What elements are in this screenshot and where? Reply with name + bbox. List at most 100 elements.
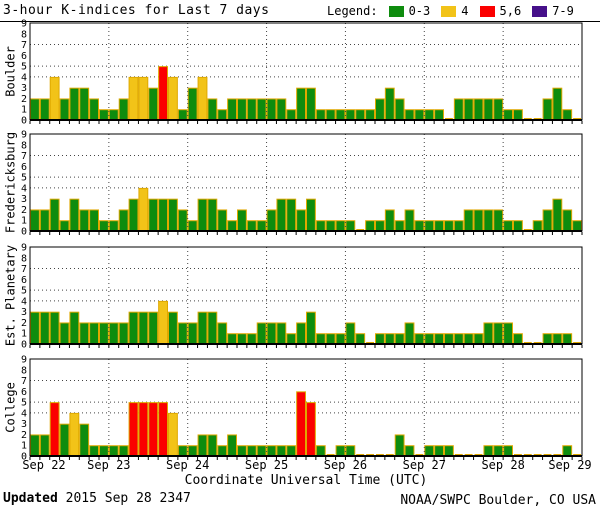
k-bar: [513, 333, 523, 345]
k-bar: [424, 220, 435, 232]
k-bar: [59, 98, 70, 120]
k-bar: [434, 109, 444, 120]
k-bar: [404, 322, 415, 345]
legend-swatch-green: [388, 5, 404, 17]
k-bar: [404, 445, 415, 457]
k-bar: [168, 198, 178, 232]
k-bar: [542, 209, 553, 231]
k-bar: [187, 322, 198, 345]
k-bar: [325, 333, 336, 345]
y-tick-label: 2: [21, 430, 27, 441]
k-bar: [187, 220, 198, 232]
k-bar: [493, 98, 504, 120]
k-bar: [503, 322, 513, 345]
k-bar: [266, 209, 277, 231]
k-bar: [39, 209, 50, 231]
k-bar: [315, 220, 326, 232]
k-bar: [315, 333, 326, 345]
legend-item-label: 7-9: [552, 4, 574, 18]
k-bar: [424, 333, 435, 345]
k-bar: [394, 434, 405, 457]
y-tick-label: 2: [21, 205, 27, 216]
k-bar: [69, 87, 80, 120]
k-bar: [345, 109, 356, 120]
k-bar: [39, 98, 50, 120]
legend-item-red: 5,6: [479, 4, 521, 18]
k-bar: [503, 109, 513, 120]
k-bar: [99, 220, 109, 232]
k-bar: [168, 76, 178, 120]
y-tick-label: 6: [21, 162, 27, 173]
k-bar: [325, 109, 336, 120]
k-bar: [493, 322, 504, 345]
k-bar: [414, 109, 425, 120]
k-bar: [177, 209, 188, 231]
k-bar: [138, 311, 149, 344]
x-tick-label: Sep 29: [548, 458, 591, 472]
k-bar: [148, 402, 159, 457]
k-bar: [108, 220, 119, 232]
k-bar: [158, 198, 168, 232]
k-bar: [108, 109, 119, 120]
x-tick-label: Sep 23: [87, 458, 130, 472]
k-bar: [296, 322, 306, 345]
k-bar: [296, 391, 306, 457]
k-bar: [69, 198, 80, 232]
legend-item-label: 4: [461, 4, 469, 18]
k-bar: [493, 445, 504, 457]
k-bar: [227, 98, 237, 120]
y-tick-label: 9: [21, 130, 27, 141]
y-tick-label: 9: [21, 355, 27, 366]
k-bar: [99, 445, 109, 457]
y-tick-label: 1: [21, 441, 27, 452]
k-bar: [128, 311, 139, 344]
k-bar: [394, 333, 405, 345]
k-bar: [306, 198, 316, 232]
y-tick-label: 4: [21, 183, 27, 194]
k-bar: [39, 434, 50, 457]
k-bar: [89, 445, 100, 457]
k-bar: [158, 66, 168, 121]
y-tick-label: 3: [21, 307, 27, 318]
k-bar: [473, 98, 484, 120]
k-bar: [434, 445, 444, 457]
k-bar: [306, 402, 316, 457]
k-bar: [335, 333, 346, 345]
k-bar: [118, 209, 129, 231]
k-bar: [69, 412, 80, 456]
y-tick-label: 3: [21, 83, 27, 94]
y-tick-label: 4: [21, 296, 27, 307]
k-bar: [414, 220, 425, 232]
k-bar: [197, 198, 208, 232]
y-tick-label: 4: [21, 408, 27, 419]
y-tick-label: 7: [21, 264, 27, 275]
k-bar: [562, 333, 573, 345]
k-bar: [503, 445, 513, 457]
y-tick-label: 7: [21, 376, 27, 387]
k-bar: [108, 445, 119, 457]
legend-item-purple: 7-9: [532, 4, 574, 18]
y-tick-label: 5: [21, 62, 27, 73]
k-bar: [99, 109, 109, 120]
k-bar: [246, 445, 257, 457]
k-bar: [177, 322, 188, 345]
y-tick-label: 0: [21, 227, 27, 238]
legend-swatch-red: [479, 5, 495, 17]
y-tick-label: 8: [21, 365, 27, 376]
y-tick-label: 0: [21, 452, 27, 463]
k-bar: [59, 322, 70, 345]
k-bar: [207, 311, 218, 344]
k-bar: [237, 98, 247, 120]
y-tick-label: 0: [21, 340, 27, 351]
k-bar: [59, 423, 70, 456]
legend-swatch-yellow: [441, 5, 457, 17]
y-tick-label: 3: [21, 194, 27, 205]
k-bar: [345, 220, 356, 232]
k-bar: [138, 76, 149, 120]
k-bar: [256, 322, 267, 345]
k-bar: [246, 98, 257, 120]
k-bar: [168, 412, 178, 456]
k-bar: [30, 98, 40, 120]
k-bar: [197, 311, 208, 344]
k-bar: [483, 209, 494, 231]
